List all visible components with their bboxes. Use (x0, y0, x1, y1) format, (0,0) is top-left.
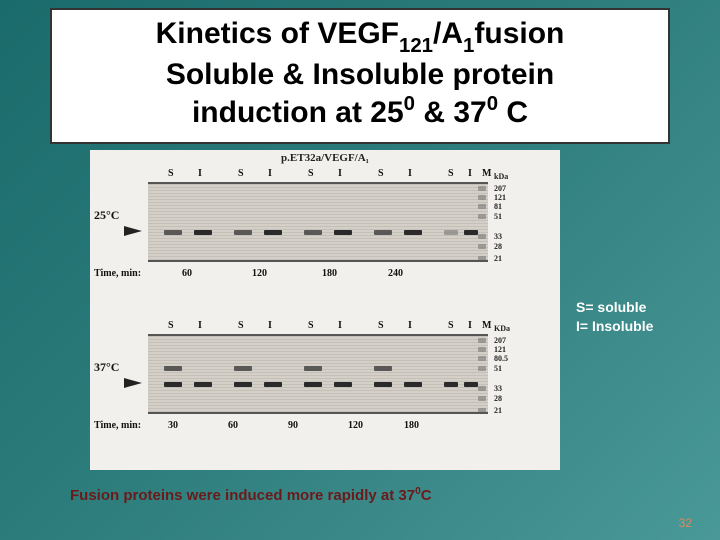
lane-letter: S (238, 168, 244, 179)
mw-labels-37: KDa 207 121 80.5 51 33 28 21 (492, 334, 526, 414)
title-l3-sup1: 0 (404, 93, 415, 115)
arrow-icon (124, 378, 142, 388)
lane-letter: I (468, 168, 472, 179)
panel-25c: 25°C S I S I S I S I S I M (148, 168, 508, 298)
lane-letter: I (268, 320, 272, 331)
lane-letter: S (378, 320, 384, 331)
lane-letter: S (378, 168, 384, 179)
mw-header: kDa (494, 172, 508, 181)
panel-37c: 37°C S I S I S I S I S I M (148, 320, 508, 450)
slide-number: 32 (679, 516, 692, 530)
gel-image-37 (148, 334, 488, 414)
mw-label: 207 (494, 336, 506, 345)
time-value: 90 (288, 420, 298, 431)
lane-letter: I (268, 168, 272, 179)
lane-letter: S (308, 168, 314, 179)
lane-letter: I (198, 168, 202, 179)
page-title: Kinetics of VEGF121/A1fusion Soluble & I… (66, 16, 654, 132)
plasmid-label: p.ET32a/VEGF/A₁ (281, 152, 369, 164)
mw-label: 21 (494, 406, 502, 415)
time-value: 240 (388, 268, 403, 279)
title-l1-mid: /A (433, 17, 463, 50)
time-value: 60 (228, 420, 238, 431)
mw-label: 207 (494, 184, 506, 193)
mw-label: 80.5 (494, 354, 508, 363)
lane-letter: S (168, 320, 174, 331)
lane-letter: S (448, 168, 454, 179)
mw-label: 33 (494, 232, 502, 241)
mw-label: 51 (494, 212, 502, 221)
time-value: 30 (168, 420, 178, 431)
lane-letter: S (308, 320, 314, 331)
time-value: 120 (252, 268, 267, 279)
temp-label-37: 37°C (94, 360, 119, 375)
time-value: 180 (404, 420, 419, 431)
gel-figure: p.ET32a/VEGF/A₁ 25°C S I S I S I S I S I… (90, 150, 560, 470)
arrow-icon (124, 226, 142, 236)
lane-letter: I (408, 168, 412, 179)
mw-label: 121 (494, 345, 506, 354)
lane-letter: I (338, 168, 342, 179)
time-label: Time, min: (94, 268, 141, 279)
time-value: 60 (182, 268, 192, 279)
lane-letter: S (448, 320, 454, 331)
time-value: 120 (348, 420, 363, 431)
lane-letter: S (168, 168, 174, 179)
lane-letter: S (238, 320, 244, 331)
gel-image-25 (148, 182, 488, 262)
mw-label: 28 (494, 242, 502, 251)
lane-letter: I (468, 320, 472, 331)
mw-header: KDa (494, 324, 510, 333)
legend-line2: I= Insoluble (576, 317, 653, 336)
time-value: 180 (322, 268, 337, 279)
lane-letter: I (338, 320, 342, 331)
lane-labels-37: S I S I S I S I S I M (148, 320, 508, 334)
title-l3-sup2: 0 (487, 93, 498, 115)
mw-label: 33 (494, 384, 502, 393)
title-l1-pre: Kinetics of VEGF (156, 17, 399, 50)
title-l3-mid: & 37 (415, 96, 487, 129)
lane-letter: I (198, 320, 202, 331)
legend: S= soluble I= Insoluble (576, 298, 653, 336)
mw-label: 121 (494, 193, 506, 202)
conclusion-post: C (421, 487, 432, 504)
mw-labels-25: kDa 207 121 81 51 33 28 21 (492, 182, 526, 262)
title-box: Kinetics of VEGF121/A1fusion Soluble & I… (50, 8, 670, 144)
title-l2: Soluble & Insoluble protein (166, 58, 554, 91)
title-l1-post: fusion (474, 17, 564, 50)
title-l3-pre: induction at 25 (192, 96, 404, 129)
title-l3-post: C (498, 96, 528, 129)
lane-letter: M (482, 320, 491, 331)
lane-labels-25: S I S I S I S I S I M (148, 168, 508, 182)
conclusion-text: Fusion proteins were induced more rapidl… (70, 486, 432, 504)
mw-label: 51 (494, 364, 502, 373)
mw-label: 28 (494, 394, 502, 403)
temp-label-25: 25°C (94, 208, 119, 223)
title-l1-sub2: 1 (463, 35, 474, 57)
lane-letter: I (408, 320, 412, 331)
lane-letter: M (482, 168, 491, 179)
legend-line1: S= soluble (576, 298, 653, 317)
mw-label: 21 (494, 254, 502, 263)
time-label: Time, min: (94, 420, 141, 431)
title-l1-sub1: 121 (399, 35, 433, 57)
mw-label: 81 (494, 202, 502, 211)
conclusion-pre: Fusion proteins were induced more rapidl… (70, 487, 415, 504)
